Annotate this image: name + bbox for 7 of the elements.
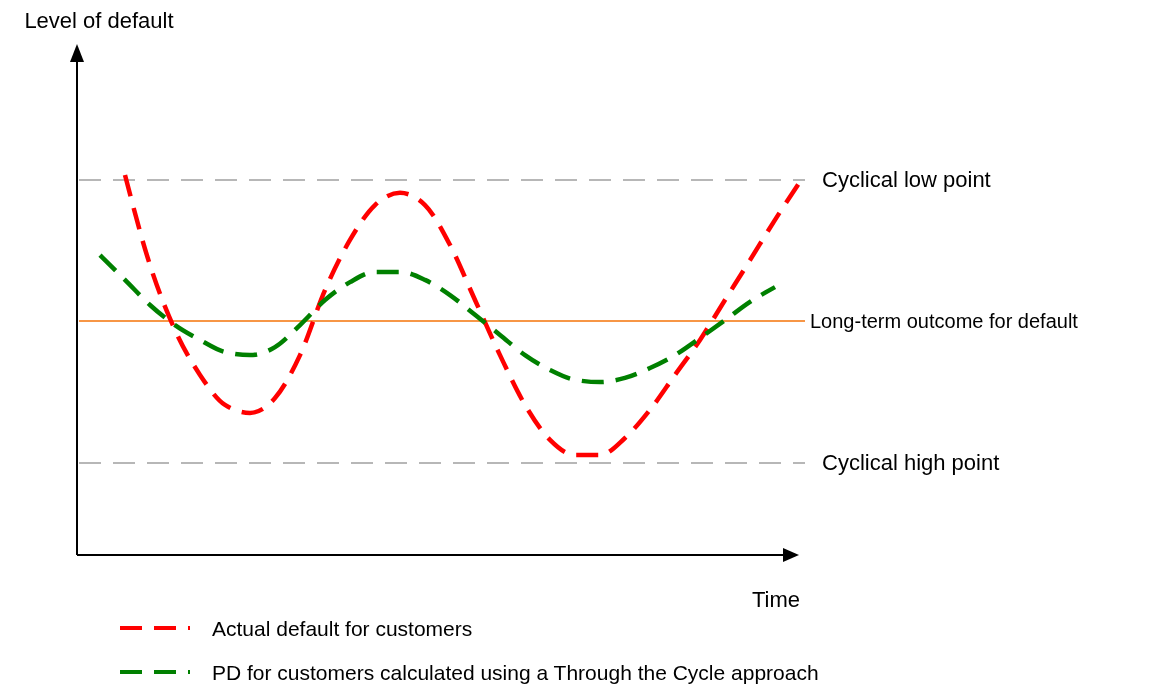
legend-label: PD for customers calculated using a Through the Cycle approach bbox=[212, 661, 819, 684]
ref-line-label: Cyclical high point bbox=[822, 450, 1000, 476]
legend-label: Actual default for customers bbox=[212, 617, 473, 640]
x-axis-title: Time bbox=[752, 587, 801, 612]
text: Level of default bbox=[24, 8, 174, 33]
ref-line-label: Cyclical low point bbox=[822, 166, 991, 192]
ref-line-label: Long-term outcome for default bbox=[810, 309, 1079, 332]
